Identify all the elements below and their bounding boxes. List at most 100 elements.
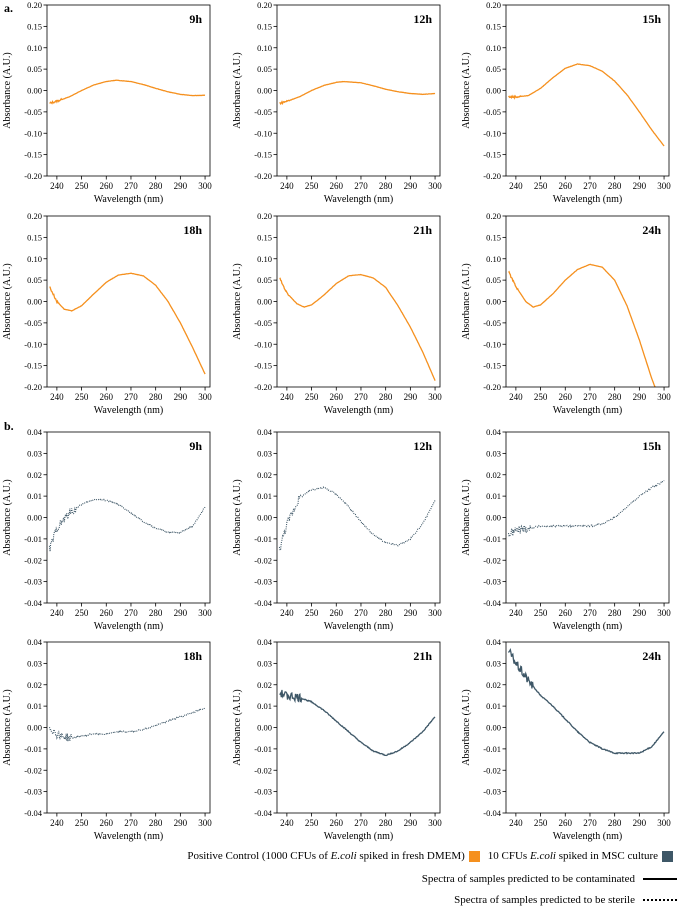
series-line xyxy=(507,648,665,755)
x-tick-label: 300 xyxy=(657,608,671,618)
chart-title: 21h xyxy=(413,649,432,663)
panel-label-a: a. xyxy=(4,1,13,15)
y-tick-label: 0.03 xyxy=(257,448,272,458)
x-tick-label: 300 xyxy=(198,818,212,828)
x-tick-label: 250 xyxy=(75,392,89,402)
x-tick-label: 280 xyxy=(608,608,622,618)
x-tick-label: 280 xyxy=(149,392,163,402)
x-tick-label: 260 xyxy=(330,181,344,191)
x-axis-label: Wavelength (nm) xyxy=(553,621,622,632)
y-tick-label: 0.00 xyxy=(486,86,501,96)
x-tick-label: 300 xyxy=(198,181,212,191)
plot-frame xyxy=(505,431,670,604)
series-line xyxy=(507,263,656,387)
y-tick-label: -0.02 xyxy=(254,555,272,565)
x-tick-label: 270 xyxy=(583,818,597,828)
x-tick-label: 270 xyxy=(124,392,138,402)
x-tick-label: 270 xyxy=(354,818,368,828)
y-tick-label: -0.01 xyxy=(24,534,42,544)
x-tick-label: 270 xyxy=(583,608,597,618)
legend-positive-control-label: Positive Control (1000 CFUs of E.coli sp… xyxy=(187,850,464,862)
y-tick-label: -0.02 xyxy=(24,555,42,565)
y-axis-label: Absorbance (A.U.) xyxy=(461,263,472,339)
y-tick-label: 0.05 xyxy=(486,64,501,74)
chart-a-15h: 240 250 260 270 280 290 300 -0.20 -0.15 -0.10 -0.0… xyxy=(461,0,671,205)
y-tick-label: -0.05 xyxy=(24,318,42,328)
chart-title: 24h xyxy=(642,649,661,663)
x-tick-label: 280 xyxy=(149,818,163,828)
x-tick-label: 280 xyxy=(608,181,622,191)
x-tick-label: 280 xyxy=(379,608,393,618)
y-axis-label: Absorbance (A.U.) xyxy=(2,263,13,339)
x-tick-label: 270 xyxy=(354,392,368,402)
y-axis-label: Absorbance (A.U.) xyxy=(461,479,472,555)
y-tick-label: -0.15 xyxy=(483,361,501,371)
x-tick-label: 260 xyxy=(330,392,344,402)
x-tick-label: 240 xyxy=(509,181,523,191)
chart-title: 12h xyxy=(413,439,432,453)
x-tick-label: 260 xyxy=(559,181,573,191)
y-tick-label: -0.05 xyxy=(483,107,501,117)
legend-msc-species: E.coli xyxy=(529,850,556,862)
x-tick-label: 280 xyxy=(379,818,393,828)
x-tick-label: 300 xyxy=(198,608,212,618)
y-tick-label: 0.20 xyxy=(486,211,501,221)
y-tick-label: -0.03 xyxy=(483,787,501,797)
chart-title: 15h xyxy=(642,439,661,453)
chart-a-21h: 240 250 260 270 280 290 300 -0.20 -0.15 -0.10 -0.0… xyxy=(232,211,442,416)
y-tick-label: -0.01 xyxy=(483,534,501,544)
y-tick-label: -0.15 xyxy=(24,150,42,160)
y-tick-label: 0.20 xyxy=(257,0,272,10)
y-tick-label: -0.15 xyxy=(24,361,42,371)
x-tick-label: 290 xyxy=(633,608,647,618)
x-axis-label: Wavelength (nm) xyxy=(553,405,622,416)
y-tick-label: 0.00 xyxy=(27,723,42,733)
chart-a-24h: 240 250 260 270 280 290 300 -0.20 -0.15 -0.10 -0.0… xyxy=(461,211,671,416)
x-tick-label: 260 xyxy=(559,392,573,402)
y-tick-label: 0.10 xyxy=(257,254,272,264)
y-tick-label: 0.15 xyxy=(486,232,501,242)
y-axis-label: Absorbance (A.U.) xyxy=(232,52,243,128)
y-tick-label: 0.00 xyxy=(486,723,501,733)
chart-b-9h: 240 250 260 270 280 290 300 -0.04 -0.03 -0.02 -0.0… xyxy=(2,427,212,632)
y-tick-label: -0.02 xyxy=(483,765,501,775)
y-axis-label: Absorbance (A.U.) xyxy=(232,479,243,555)
y-tick-label: 0.20 xyxy=(257,211,272,221)
chart-title: 15h xyxy=(642,12,661,26)
legend-msc-label: 10 CFUs E.coli spiked in MSC culture xyxy=(488,850,658,862)
x-tick-label: 290 xyxy=(174,181,188,191)
y-tick-label: -0.10 xyxy=(24,339,42,349)
x-tick-label: 290 xyxy=(404,818,418,828)
x-tick-label: 250 xyxy=(534,181,548,191)
y-tick-label: -0.20 xyxy=(24,382,42,392)
y-tick-label: -0.04 xyxy=(483,598,501,608)
x-tick-label: 290 xyxy=(174,392,188,402)
y-tick-label: -0.05 xyxy=(483,318,501,328)
legend-contaminated-line xyxy=(643,878,677,880)
y-tick-label: -0.20 xyxy=(483,382,501,392)
series-line xyxy=(278,486,436,553)
y-tick-label: 0.04 xyxy=(257,637,273,647)
x-tick-label: 250 xyxy=(305,608,319,618)
x-tick-label: 260 xyxy=(330,608,344,618)
y-tick-label: -0.05 xyxy=(24,107,42,117)
x-tick-label: 290 xyxy=(404,181,418,191)
chart-title: 12h xyxy=(413,12,432,26)
y-tick-label: -0.20 xyxy=(24,171,42,181)
x-tick-label: 250 xyxy=(75,818,89,828)
x-tick-label: 290 xyxy=(633,392,647,402)
y-tick-label: -0.15 xyxy=(483,150,501,160)
y-tick-label: 0.02 xyxy=(257,470,272,480)
y-axis-label: Absorbance (A.U.) xyxy=(232,263,243,339)
y-tick-label: 0.03 xyxy=(486,448,501,458)
y-tick-label: 0.20 xyxy=(27,211,42,221)
y-tick-label: 0.02 xyxy=(257,680,272,690)
x-tick-label: 240 xyxy=(509,392,523,402)
y-tick-label: 0.15 xyxy=(257,21,272,31)
x-tick-label: 240 xyxy=(50,818,64,828)
y-tick-label: 0.03 xyxy=(27,448,42,458)
chart-title: 24h xyxy=(642,223,661,237)
x-tick-label: 240 xyxy=(280,818,294,828)
y-tick-label: -0.04 xyxy=(254,598,272,608)
